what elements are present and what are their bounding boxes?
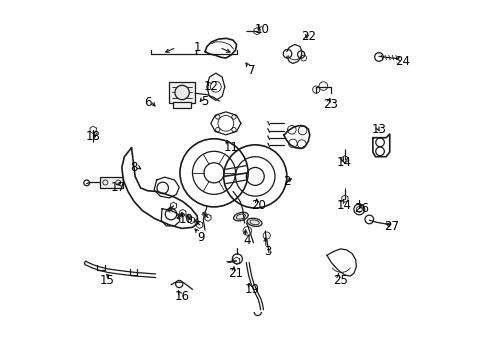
- Text: 10: 10: [179, 213, 193, 226]
- Text: 21: 21: [227, 267, 243, 280]
- Text: 18: 18: [85, 130, 101, 144]
- Circle shape: [175, 85, 189, 100]
- Text: 19: 19: [244, 283, 259, 296]
- Text: 5: 5: [201, 95, 208, 108]
- Text: 22: 22: [301, 30, 316, 43]
- FancyBboxPatch shape: [100, 177, 122, 188]
- Text: 3: 3: [264, 245, 271, 258]
- Text: 9: 9: [197, 231, 204, 244]
- Text: 6: 6: [143, 96, 151, 109]
- Text: 14: 14: [336, 199, 351, 212]
- Text: 17: 17: [111, 181, 125, 194]
- Text: 14: 14: [336, 156, 351, 168]
- Text: 12: 12: [203, 80, 219, 93]
- Text: 27: 27: [383, 220, 398, 233]
- Text: 25: 25: [332, 274, 347, 287]
- Text: 20: 20: [251, 199, 266, 212]
- Ellipse shape: [246, 218, 262, 226]
- Ellipse shape: [233, 212, 248, 221]
- Text: 26: 26: [354, 202, 369, 215]
- FancyBboxPatch shape: [169, 82, 195, 103]
- Text: 13: 13: [371, 123, 386, 136]
- Text: 24: 24: [394, 55, 409, 68]
- Text: 7: 7: [247, 64, 255, 77]
- Text: 4: 4: [243, 234, 251, 247]
- Text: 1: 1: [194, 41, 201, 54]
- Text: 15: 15: [100, 274, 115, 287]
- Text: 10: 10: [254, 23, 268, 36]
- Text: 23: 23: [323, 98, 337, 111]
- Text: 16: 16: [174, 290, 189, 303]
- Text: 8: 8: [130, 161, 138, 174]
- Text: 11: 11: [223, 141, 238, 154]
- FancyBboxPatch shape: [173, 102, 190, 108]
- Text: 2: 2: [283, 175, 290, 188]
